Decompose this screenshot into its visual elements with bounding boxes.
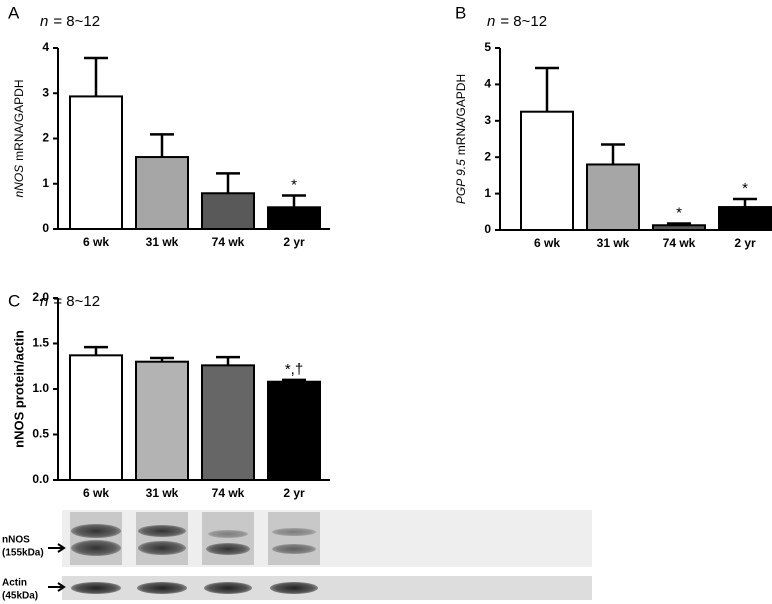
chart-title: n = 8~12 xyxy=(487,13,547,30)
y-tick-label: 1.0 xyxy=(32,381,49,395)
bar xyxy=(652,224,706,232)
y-axis-label: nNOS mRNA/GAPDH xyxy=(12,79,26,197)
annotation: *,† xyxy=(285,361,303,378)
bar xyxy=(69,354,123,481)
x-tick-label: 74 wk xyxy=(212,486,245,500)
bar xyxy=(69,95,123,231)
blot-label: Actin xyxy=(2,578,27,589)
y-tick-label: 1 xyxy=(42,176,49,190)
y-label-rest: mRNA/GAPDH xyxy=(12,79,26,160)
bar xyxy=(135,360,189,482)
x-tick-label: 31 wk xyxy=(597,236,630,250)
y-tick-label: 1.5 xyxy=(32,336,49,350)
bar xyxy=(267,206,321,230)
y-label-italic: nNOS xyxy=(12,165,26,198)
y-tick-label: 3 xyxy=(484,113,491,127)
y-tick-label: 0.0 xyxy=(32,472,49,486)
y-tick-label: 2 xyxy=(42,131,49,145)
x-tick-label: 2 yr xyxy=(283,235,305,249)
arrow xyxy=(48,543,66,592)
bar xyxy=(586,163,640,231)
y-tick-label: 0 xyxy=(484,222,491,236)
title-rest: = 8~12 xyxy=(53,293,100,310)
x-tick-label: 6 wk xyxy=(534,236,560,250)
bar xyxy=(718,206,772,231)
x-tick-label: 2 yr xyxy=(734,236,756,250)
title-rest: = 8~12 xyxy=(500,13,547,30)
bar xyxy=(201,364,255,481)
y-tick-label: 4 xyxy=(484,77,491,91)
x-tick-label: 2 yr xyxy=(283,486,305,500)
blot-label: nNOS xyxy=(2,535,30,546)
y-tick-label: 4 xyxy=(42,40,49,54)
bar xyxy=(267,380,321,481)
y-label-rest: mRNA/GAPDH xyxy=(454,74,468,155)
y-tick-label: 2 xyxy=(484,149,491,163)
blot: nNOS (155kDa) Actin (45kDa) xyxy=(2,510,592,602)
bar xyxy=(135,156,189,231)
chart-title: n = 8~12 xyxy=(40,293,100,310)
y-tick-label: 1 xyxy=(484,186,491,200)
annotation: * xyxy=(676,204,682,221)
annotation: * xyxy=(291,176,297,193)
panel-label: C xyxy=(8,291,20,310)
y-tick-label: 0 xyxy=(42,221,49,235)
y-axis-label: PGP 9.5 mRNA/GAPDH xyxy=(454,74,468,204)
y-tick-label: 3 xyxy=(42,85,49,99)
title-italic: n xyxy=(40,293,48,310)
blot-size: (45kDa) xyxy=(2,591,38,602)
annotation: * xyxy=(742,180,748,197)
blot-size: (155kDa) xyxy=(2,548,44,559)
x-tick-label: 31 wk xyxy=(146,486,179,500)
title-rest: = 8~12 xyxy=(53,13,100,30)
bar xyxy=(201,192,255,231)
x-tick-label: 74 wk xyxy=(663,236,696,250)
x-tick-label: 6 wk xyxy=(83,235,109,249)
title-italic: n xyxy=(40,13,48,30)
bar xyxy=(520,110,574,231)
title-italic: n xyxy=(487,13,495,30)
panel-label: B xyxy=(455,3,466,22)
x-tick-label: 6 wk xyxy=(83,486,109,500)
panel-label: A xyxy=(8,3,20,22)
x-tick-label: 74 wk xyxy=(212,235,245,249)
x-tick-label: 31 wk xyxy=(146,235,179,249)
y-tick-label: 0.5 xyxy=(32,427,49,441)
y-tick-label: 5 xyxy=(484,40,491,54)
y-label-italic: PGP 9.5 xyxy=(454,159,468,204)
y-axis-label: nNOS protein/actin xyxy=(11,330,26,448)
chart-title: n = 8~12 xyxy=(40,13,100,30)
y-tick-label: 2.0 xyxy=(32,290,49,304)
